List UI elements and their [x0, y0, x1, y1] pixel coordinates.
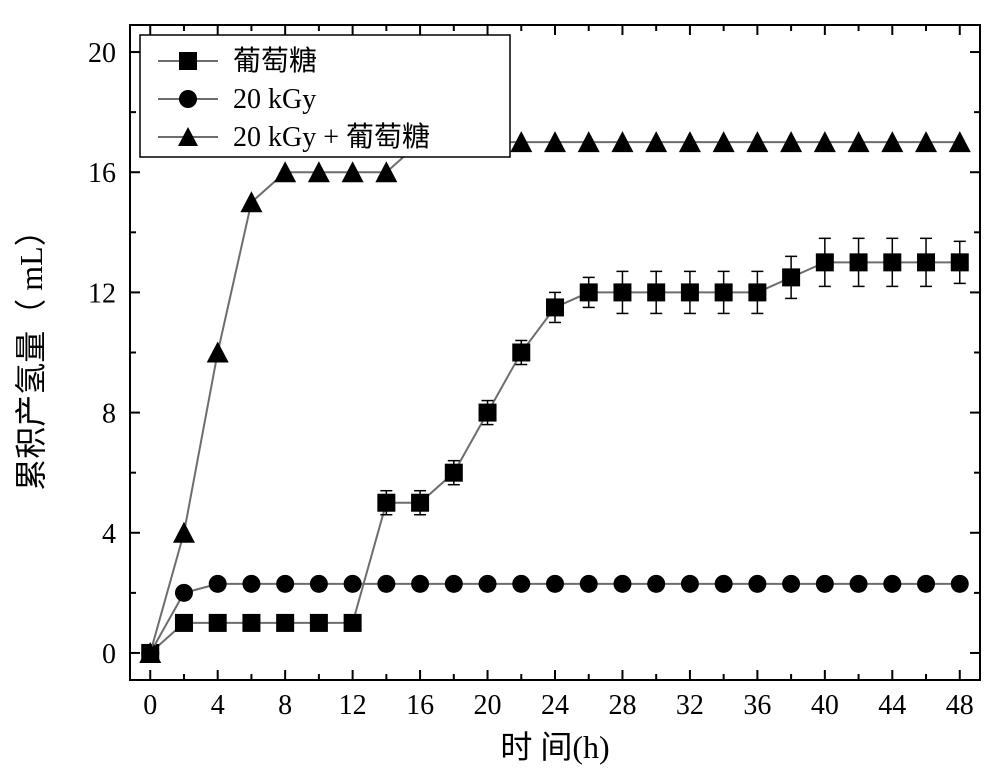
x-tick-label: 44	[878, 690, 906, 721]
y-tick-label: 8	[102, 399, 116, 430]
y-tick-label: 16	[88, 158, 116, 189]
legend-label: 葡萄糖	[233, 45, 317, 77]
x-tick-label: 28	[608, 690, 636, 721]
chart-svg: 04812162024283236404448048121620时 间(h)累积…	[0, 0, 1000, 773]
chart-container: 04812162024283236404448048121620时 间(h)累积…	[0, 0, 1000, 773]
x-tick-label: 48	[946, 690, 974, 721]
x-tick-label: 0	[143, 690, 157, 721]
series-葡萄糖	[141, 238, 969, 662]
x-tick-label: 8	[278, 690, 292, 721]
x-tick-label: 20	[474, 690, 502, 721]
x-tick-label: 24	[541, 690, 569, 721]
y-tick-label: 12	[88, 278, 116, 309]
legend-label: 20 kGy + 葡萄糖	[233, 121, 430, 153]
y-tick-label: 20	[88, 38, 116, 69]
x-axis-title: 时 间(h)	[500, 729, 609, 765]
x-tick-label: 4	[211, 690, 225, 721]
legend-label: 20 kGy	[233, 84, 316, 115]
x-tick-label: 36	[743, 690, 771, 721]
y-axis-title: 累积产氢量（ mL）	[13, 214, 49, 490]
series-20 kGy	[141, 575, 969, 662]
x-tick-label: 16	[406, 690, 434, 721]
y-tick-label: 4	[102, 519, 116, 550]
x-tick-label: 32	[676, 690, 704, 721]
x-tick-label: 12	[339, 690, 367, 721]
x-tick-label: 40	[811, 690, 839, 721]
y-tick-label: 0	[102, 639, 116, 670]
